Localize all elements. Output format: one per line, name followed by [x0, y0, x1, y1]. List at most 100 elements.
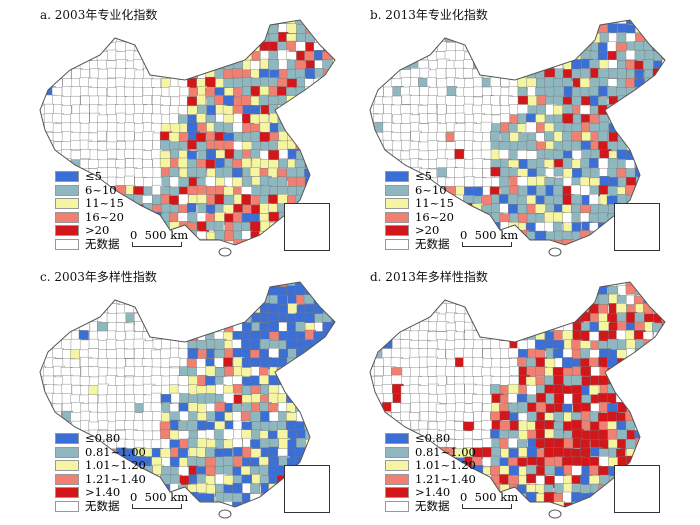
region — [304, 358, 315, 371]
region — [214, 367, 226, 378]
region — [597, 392, 608, 403]
region — [400, 295, 412, 306]
legend-swatch — [55, 198, 79, 210]
region — [178, 311, 190, 324]
region — [535, 502, 546, 507]
legend-label: 1.01~1.20 — [85, 458, 146, 473]
region — [42, 456, 55, 470]
region — [189, 249, 200, 258]
hainan-island — [218, 247, 232, 257]
region — [374, 285, 387, 297]
region — [285, 113, 298, 124]
region — [53, 420, 65, 431]
region — [373, 59, 385, 71]
region — [314, 166, 327, 177]
region — [232, 249, 244, 259]
region — [124, 131, 135, 143]
region — [186, 294, 199, 306]
region — [213, 312, 226, 324]
region — [428, 32, 440, 44]
region — [206, 312, 218, 323]
region — [643, 448, 654, 459]
region — [383, 140, 394, 150]
region — [43, 438, 55, 451]
region — [286, 376, 299, 388]
region — [509, 22, 522, 34]
region — [481, 367, 492, 377]
region — [644, 113, 656, 126]
region — [40, 294, 44, 306]
region — [98, 33, 111, 43]
region — [572, 304, 586, 315]
region — [652, 105, 664, 118]
region — [545, 303, 555, 315]
legend-label: 无数据 — [85, 498, 120, 513]
region — [580, 20, 592, 28]
region — [536, 122, 546, 133]
region — [52, 158, 63, 169]
region — [177, 303, 189, 315]
region — [374, 501, 386, 507]
region — [553, 393, 566, 404]
region — [535, 438, 545, 449]
region — [383, 86, 394, 99]
region — [454, 213, 465, 224]
legend-swatch — [55, 487, 79, 499]
region — [187, 239, 199, 245]
region — [278, 384, 291, 395]
region — [269, 248, 279, 259]
region — [418, 32, 428, 43]
legend-label: ≤0.80 — [85, 431, 121, 446]
region — [571, 131, 583, 141]
region — [436, 250, 447, 261]
region — [268, 149, 281, 161]
region — [142, 304, 155, 314]
region — [294, 282, 306, 286]
region — [169, 304, 180, 316]
region — [370, 403, 376, 414]
region — [589, 168, 601, 179]
region — [151, 321, 163, 334]
region — [97, 295, 109, 306]
region — [295, 20, 307, 25]
region — [472, 104, 483, 115]
region — [242, 249, 251, 258]
region — [124, 366, 136, 376]
region — [653, 20, 665, 26]
legend-label: 11~15 — [85, 196, 124, 211]
region — [562, 113, 575, 124]
region — [304, 130, 316, 144]
region — [44, 412, 55, 423]
region — [224, 230, 234, 242]
region — [197, 50, 210, 62]
region — [250, 238, 262, 245]
region — [35, 510, 44, 522]
region — [536, 249, 546, 259]
region — [34, 248, 45, 259]
region — [160, 285, 173, 296]
region — [661, 78, 665, 91]
region — [313, 78, 326, 89]
region — [314, 150, 326, 162]
region — [517, 141, 528, 151]
region — [249, 33, 262, 45]
legend: ≤5 6~10 11~15 16~20 >20 无数据 — [385, 170, 454, 251]
region — [509, 58, 520, 71]
region — [418, 330, 429, 341]
region — [43, 221, 55, 234]
region — [579, 212, 591, 223]
region — [71, 294, 84, 305]
region — [44, 501, 55, 507]
region — [40, 483, 48, 494]
region — [268, 411, 280, 422]
region — [143, 177, 154, 187]
region — [653, 23, 664, 35]
region — [40, 410, 48, 423]
region — [43, 285, 55, 296]
region — [526, 502, 538, 507]
region — [508, 347, 520, 359]
region — [186, 203, 197, 213]
region — [315, 250, 325, 260]
region — [591, 512, 601, 523]
region — [43, 195, 54, 208]
